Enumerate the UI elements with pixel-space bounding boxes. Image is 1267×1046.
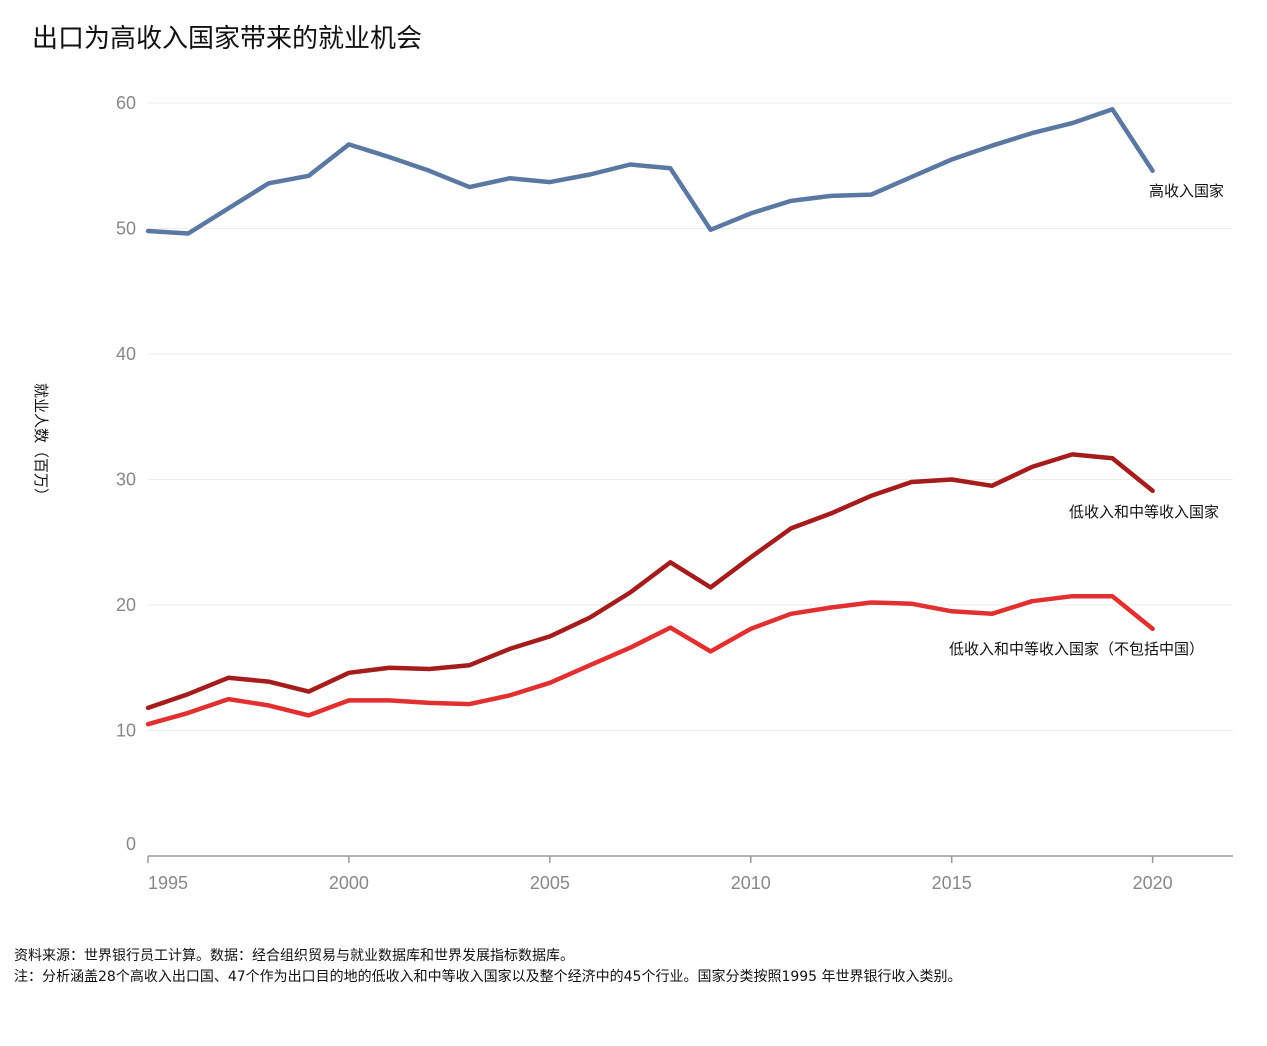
series-lines — [145, 107, 1155, 727]
x-tick-label-1995: 1995 — [148, 873, 188, 893]
y-tick-label-10: 10 — [116, 721, 136, 741]
series-label-2: 低收入和中等收入国家 — [1069, 503, 1219, 521]
series-line-1 — [145, 107, 1155, 236]
grid-lines — [148, 102, 1233, 731]
x-tick-label-2020: 2020 — [1133, 873, 1173, 893]
x-tick-label-2005: 2005 — [530, 873, 570, 893]
x-tick-label-2010: 2010 — [731, 873, 771, 893]
y-tick-label-20: 20 — [116, 595, 136, 615]
series-line-3 — [145, 593, 1155, 727]
y-axis-label: 就业人数（百万） — [32, 383, 50, 503]
analysis-note: 注：分析涵盖28个高收入出口国、47个作为出口目的地的低收入和中等收入国家以及整… — [14, 969, 962, 985]
footnotes: 资料来源：世界银行员工计算。数据：经合组织贸易与就业数据库和世界发展指标数据库。… — [14, 946, 962, 988]
y-tick-label-60: 60 — [116, 93, 136, 113]
x-tick-labels: 1995 2000 2005 2010 2015 2020 — [148, 873, 1173, 893]
y-tick-label-40: 40 — [116, 344, 136, 364]
axes — [147, 855, 1233, 863]
series-line-2 — [145, 452, 1155, 711]
source-note: 资料来源：世界银行员工计算。数据：经合组织贸易与就业数据库和世界发展指标数据库。 — [14, 948, 574, 964]
line-chart: 0 10 20 30 40 50 60 1995 2000 2005 2010 2015 2020 高… — [32, 93, 1233, 893]
y-tick-label-50: 50 — [116, 219, 136, 239]
series-label-1: 高收入国家 — [1149, 182, 1224, 200]
y-tick-label-30: 30 — [116, 470, 136, 490]
x-tick-label-2015: 2015 — [932, 873, 972, 893]
x-tick-label-2000: 2000 — [329, 873, 369, 893]
series-label-3: 低收入和中等收入国家（不包括中国） — [949, 640, 1204, 658]
chart-title: 出口为高收入国家带来的就业机会 — [32, 24, 423, 54]
y-tick-labels: 0 10 20 30 40 50 60 — [116, 93, 136, 854]
y-tick-label-0: 0 — [126, 834, 136, 854]
